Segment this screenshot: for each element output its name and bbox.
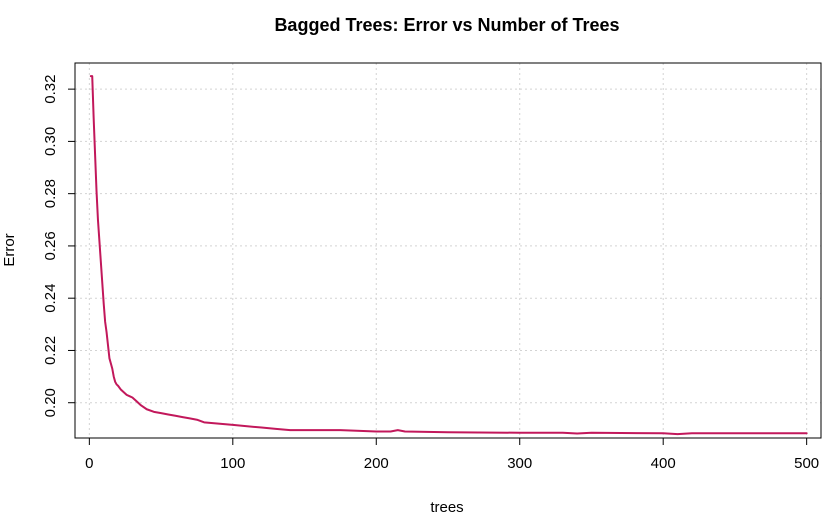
x-tick-label: 500 — [794, 455, 819, 472]
y-tick-label: 0.26 — [42, 231, 59, 260]
y-tick-label: 0.32 — [42, 75, 59, 104]
x-tick-label: 0 — [85, 455, 93, 472]
x-axis-label: trees — [430, 499, 463, 516]
grid-layer — [75, 63, 821, 438]
y-axis: 0.20 0.22 0.24 0.26 0.28 0.30 0.32 — [42, 75, 75, 417]
series-layer — [89, 75, 808, 436]
x-tick-label: 100 — [220, 455, 245, 472]
y-tick-label: 0.28 — [42, 179, 59, 208]
plot-frame — [74, 62, 822, 439]
x-axis: 0 100 200 300 400 500 — [85, 438, 819, 472]
chart-title: Bagged Trees: Error vs Number of Trees — [274, 15, 619, 35]
y-tick-label: 0.30 — [42, 127, 59, 156]
x-tick-label: 300 — [507, 455, 532, 472]
y-tick-label: 0.24 — [42, 284, 59, 313]
error-series-line — [89, 75, 808, 436]
x-tick-label: 400 — [651, 455, 676, 472]
x-tick-label: 200 — [364, 455, 389, 472]
y-axis-label: Error — [1, 233, 18, 266]
y-tick-label: 0.22 — [42, 336, 59, 365]
y-tick-label: 0.20 — [42, 388, 59, 417]
